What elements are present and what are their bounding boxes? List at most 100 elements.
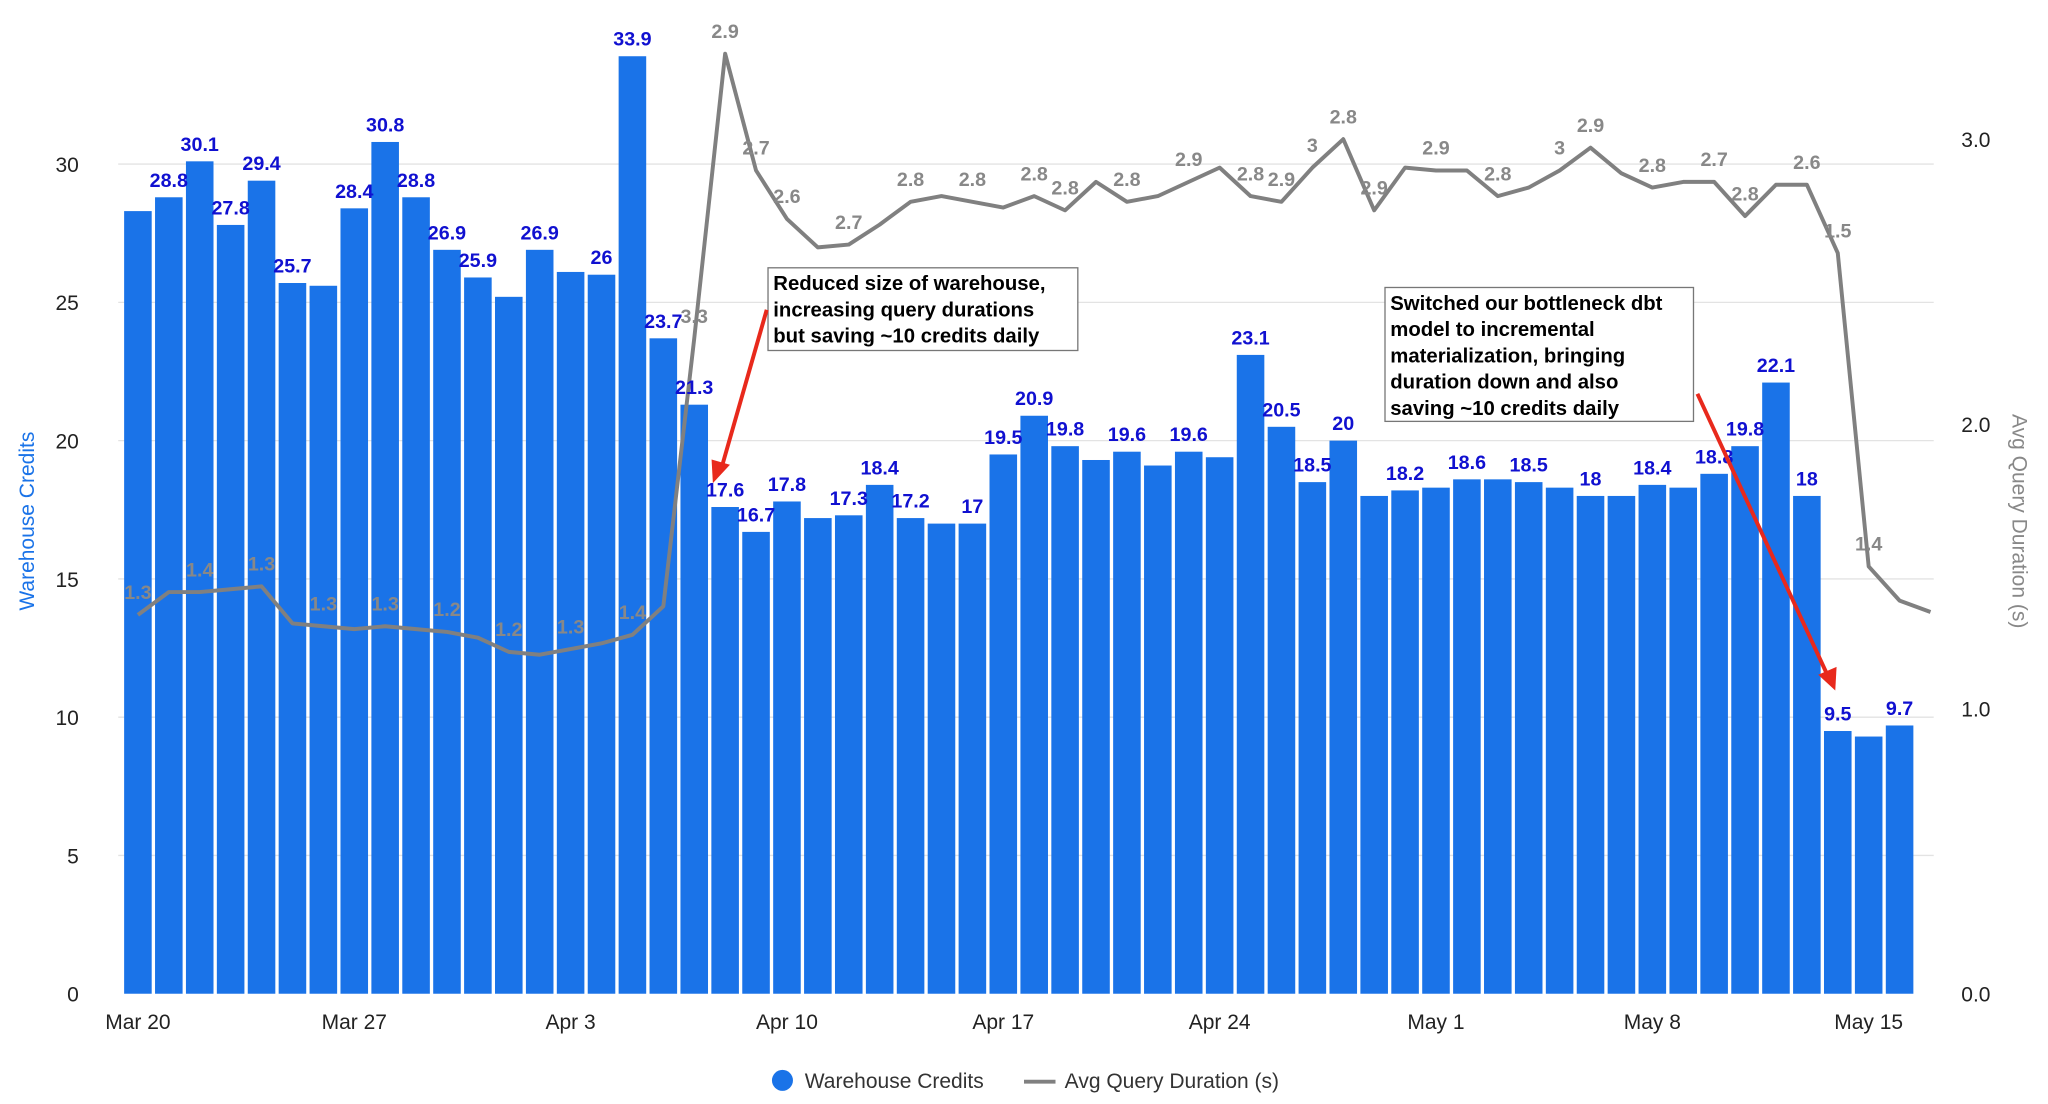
line-data-label: 1.3 — [248, 554, 275, 576]
line-labels: 1.3 1.4 1.3 1.3 1.3 1.2 1.2 1.3 1.4 3.3 2.9 2.7 2.6 2… — [124, 21, 1882, 641]
line-data-label: 1.4 — [1855, 534, 1882, 556]
bar — [1453, 479, 1481, 994]
line-data-label: 2.9 — [1268, 169, 1295, 191]
line-data-label: 1.4 — [619, 602, 646, 624]
bar — [587, 274, 616, 994]
bar — [989, 454, 1018, 994]
left-tick-label: 20 — [55, 431, 78, 454]
line-data-label: 1.2 — [495, 619, 522, 641]
bar — [958, 523, 987, 994]
bar — [495, 296, 523, 994]
line-data-label: 2.9 — [1360, 178, 1387, 200]
x-tick-label: Apr 10 — [756, 1011, 818, 1034]
left-tick-label: 30 — [55, 154, 78, 177]
line-data-label: 2.8 — [1484, 163, 1511, 185]
line-data-label: 2.8 — [959, 169, 986, 191]
line-data-label: 2.9 — [1422, 138, 1449, 160]
bar — [1885, 725, 1914, 994]
bar-data-label: 25.9 — [459, 250, 497, 272]
bar — [1113, 451, 1141, 994]
annotation-2-line-5: saving ~10 credits daily — [1390, 398, 1620, 420]
bar-data-label: 17.2 — [891, 491, 929, 513]
bars — [124, 56, 1914, 994]
bar — [618, 56, 647, 994]
line-data-label: 1.3 — [124, 582, 151, 604]
right-tick-label: 1.0 — [1961, 699, 1990, 722]
line-data-label: 3 — [1554, 138, 1565, 160]
bar-data-label: 22.1 — [1757, 355, 1795, 377]
bar-data-label: 18 — [1796, 468, 1818, 490]
bar-data-label: 18.2 — [1386, 463, 1424, 485]
line-data-label: 1.3 — [557, 616, 584, 638]
line-data-label: 2.6 — [773, 186, 800, 208]
bar-data-label: 19.8 — [1046, 419, 1084, 441]
line-data-label: 2.8 — [1113, 169, 1140, 191]
bar-data-label: 26 — [591, 247, 613, 269]
annotation-1-line-2: increasing query durations — [773, 299, 1034, 321]
bar-labels: 28.8 30.1 27.8 29.4 25.7 28.4 30.8 28.8 26.9 25.9… — [150, 29, 1914, 726]
bar — [1793, 495, 1821, 994]
legend-line-label: Avg Query Duration (s) — [1065, 1070, 1279, 1093]
bar — [1607, 495, 1636, 994]
bar-data-label: 19.8 — [1726, 419, 1764, 441]
bar-data-label: 28.8 — [150, 170, 188, 192]
bar — [1360, 495, 1388, 994]
line-data-label: 2.8 — [1639, 155, 1666, 177]
x-tick-label: Apr 24 — [1189, 1011, 1251, 1034]
line-data-label: 2.8 — [1731, 183, 1758, 205]
bar — [124, 211, 152, 994]
annotation-2-line-3: materialization, bringing — [1390, 345, 1625, 367]
bar — [340, 208, 369, 994]
annotation-2-line-4: duration down and also — [1390, 372, 1618, 394]
bar — [649, 338, 678, 994]
bar-data-label: 28.8 — [397, 170, 435, 192]
x-tick-label: May 1 — [1407, 1011, 1464, 1034]
x-tick-label: May 15 — [1834, 1011, 1903, 1034]
bar — [1051, 446, 1079, 994]
bar — [1267, 426, 1296, 994]
line-data-label: 1.4 — [186, 559, 213, 581]
bar-data-label: 23.1 — [1231, 327, 1269, 349]
bar — [433, 249, 461, 994]
bar-data-label: 23.7 — [644, 311, 682, 333]
bar-data-label: 19.6 — [1170, 424, 1208, 446]
bar-data-label: 30.8 — [366, 114, 404, 136]
bar-data-label: 18 — [1580, 468, 1602, 490]
duration-line-path — [136, 51, 1932, 657]
left-axis-title: Warehouse Credits — [16, 432, 39, 611]
line-data-label: 2.8 — [897, 169, 924, 191]
bar — [155, 197, 183, 994]
x-tick-label: Apr 3 — [546, 1011, 596, 1034]
line-data-label: 1.2 — [433, 599, 460, 621]
bar — [1144, 465, 1172, 994]
annotation-1-line-3: but saving ~10 credits daily — [773, 326, 1040, 348]
bar-data-label: 27.8 — [211, 197, 249, 219]
bar-data-label: 21.3 — [675, 377, 713, 399]
bar-data-label: 17.8 — [768, 474, 806, 496]
bar — [1762, 382, 1790, 994]
line-data-label: 2.8 — [1237, 163, 1264, 185]
right-tick-label: 0.0 — [1961, 984, 1990, 1007]
bar-data-label: 9.5 — [1824, 704, 1851, 726]
bar-data-label: 17.3 — [830, 488, 868, 510]
bar — [1576, 495, 1605, 994]
line-data-label: 2.7 — [835, 212, 862, 234]
bar-data-label: 18.4 — [1633, 457, 1671, 479]
annotation-2: Switched our bottleneck dbt model to inc… — [1384, 286, 1837, 691]
left-tick-label: 0 — [67, 984, 79, 1007]
line-data-label: 2.7 — [1700, 149, 1727, 171]
bar — [1638, 484, 1667, 994]
line-data-label: 2.8 — [1051, 178, 1078, 200]
line-data-label: 1.3 — [310, 594, 337, 616]
bar-data-label: 33.9 — [613, 29, 651, 51]
bar — [556, 271, 585, 994]
line-data-label: 2.9 — [711, 21, 738, 43]
annotation-2-arrow — [1695, 392, 1828, 673]
bar — [1020, 415, 1048, 994]
bar — [402, 197, 430, 994]
bar-data-label: 19.5 — [984, 427, 1022, 449]
left-axis-ticks: 0 5 10 15 20 25 30 — [55, 154, 78, 1007]
bar-data-label: 30.1 — [181, 134, 219, 156]
bar — [1298, 482, 1327, 994]
line-data-label: 2.7 — [742, 138, 769, 160]
